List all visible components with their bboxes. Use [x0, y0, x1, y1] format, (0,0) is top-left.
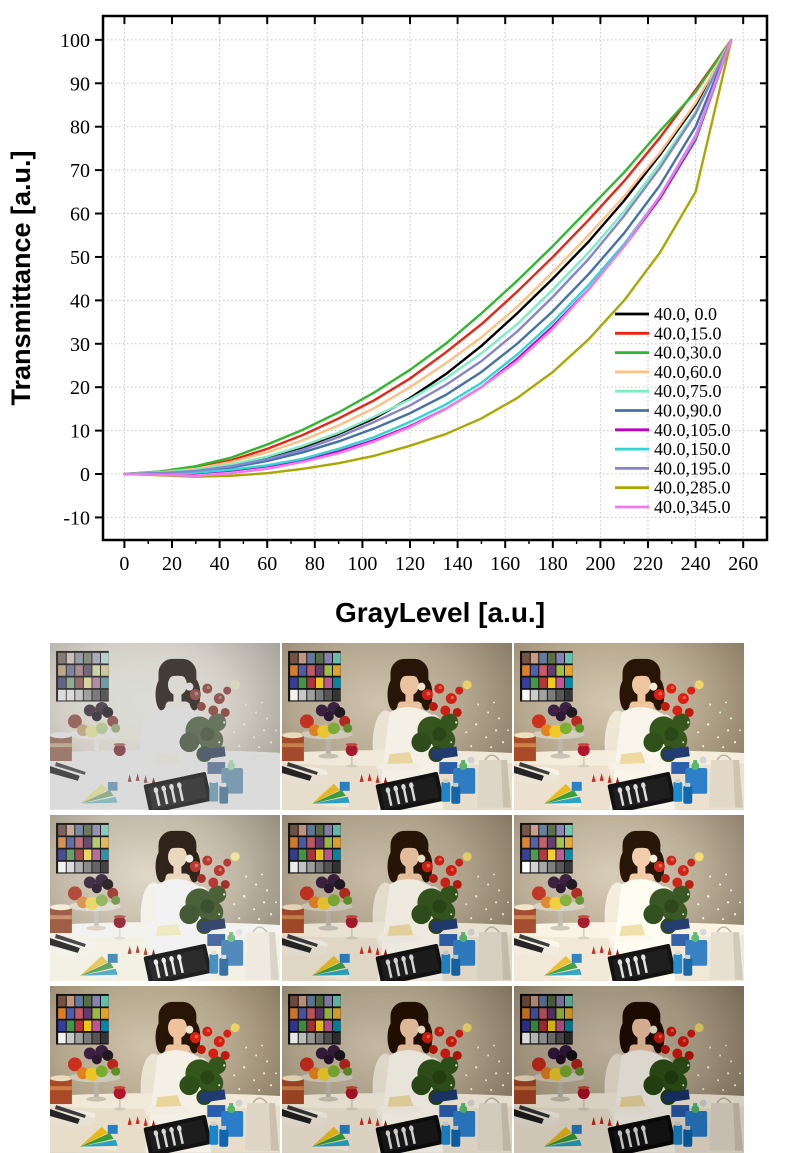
photo-r3c1-image [50, 986, 280, 1153]
photo-variants-grid [50, 643, 744, 1153]
legend-label-2: 40.0,30.0 [654, 343, 722, 363]
plot-frame [101, 14, 769, 542]
y-tick-label: -10 [63, 507, 90, 529]
x-tick-label: 180 [538, 553, 568, 575]
y-axis-title: Transmittance [a.u.] [6, 150, 36, 405]
legend-label-8: 40.0,195.0 [654, 458, 731, 478]
legend-label-3: 40.0,60.0 [654, 362, 722, 382]
photo-r3c1 [50, 986, 280, 1153]
photo-r2c1 [50, 814, 280, 982]
series-line-10 [123, 38, 733, 477]
x-tick-label: 200 [585, 553, 615, 575]
y-tick-label: 50 [70, 247, 90, 269]
y-tick-label: 80 [70, 117, 90, 139]
photo-r3c2 [282, 986, 512, 1153]
legend-label-9: 40.0,285.0 [654, 478, 731, 498]
series-line-1 [123, 38, 733, 476]
x-tick-label: 80 [305, 553, 325, 575]
photo-r1c2-image [282, 643, 512, 810]
legend-label-10: 40.0,345.0 [654, 497, 731, 517]
x-tick-label: 20 [162, 553, 182, 575]
photo-r1c1 [50, 643, 280, 810]
photo-r3c2-image [282, 986, 512, 1153]
photo-r1c1-image [50, 643, 280, 810]
y-tick-label: 100 [60, 30, 90, 52]
y-tick-label: 20 [70, 377, 90, 399]
legend-label-0: 40.0, 0.0 [654, 304, 717, 324]
legend-label-1: 40.0,15.0 [654, 323, 722, 343]
photo-r2c2-image [282, 814, 512, 982]
legend-label-6: 40.0,105.0 [654, 420, 731, 440]
legend-label-4: 40.0,75.0 [654, 381, 722, 401]
y-tick-label: 70 [70, 160, 90, 182]
x-tick-label: 40 [210, 553, 230, 575]
y-tick-label: 40 [70, 290, 90, 312]
y-tick-label: 90 [70, 73, 90, 95]
legend-label-5: 40.0,90.0 [654, 401, 722, 421]
legend-label-7: 40.0,150.0 [654, 439, 731, 459]
x-tick-label: 60 [257, 553, 277, 575]
x-axis-title: GrayLevel [a.u.] [335, 597, 545, 628]
x-tick-label: 0 [119, 553, 129, 575]
x-tick-label: 260 [728, 553, 758, 575]
photo-r2c3-image [514, 814, 744, 982]
photo-r1c2 [282, 643, 512, 810]
x-tick-label: 140 [443, 553, 473, 575]
y-tick-label: 60 [70, 204, 90, 226]
photo-r2c1-image [50, 814, 280, 982]
x-tick-label: 220 [633, 553, 663, 575]
series-line-8 [123, 38, 733, 476]
x-tick-label: 240 [681, 553, 711, 575]
x-tick-label: 120 [395, 553, 425, 575]
y-tick-label: 30 [70, 334, 90, 356]
x-tick-label: 160 [490, 553, 520, 575]
series-line-3 [123, 38, 733, 476]
series-line-9 [123, 38, 733, 478]
photo-r2c3 [514, 814, 744, 982]
photo-r1c3 [514, 643, 744, 810]
y-tick-label: 10 [70, 421, 90, 443]
photo-r1c3-image [514, 643, 744, 810]
photo-r2c2 [282, 814, 512, 982]
series-line-2 [123, 38, 733, 476]
photo-r3c3-image [514, 986, 744, 1153]
y-tick-label: 0 [80, 464, 90, 486]
transmittance-chart: 0 20 40 60 80 100 120 140 160 180 200 220 240 260 -10 0… [6, 14, 769, 628]
photo-r3c3 [514, 986, 744, 1153]
series-line-4 [123, 38, 733, 476]
x-tick-label: 100 [347, 553, 377, 575]
